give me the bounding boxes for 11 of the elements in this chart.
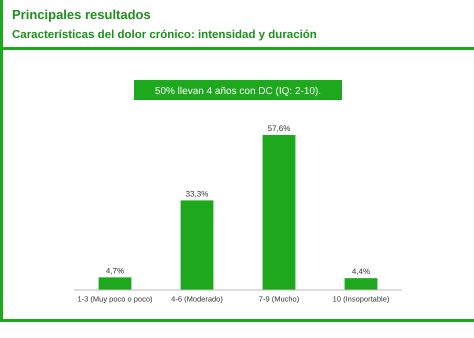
- data-label: 4,7%: [106, 266, 124, 276]
- data-label: 4,4%: [352, 267, 370, 276]
- bar: [180, 200, 214, 290]
- chart-title: Principales resultados: [12, 7, 151, 22]
- data-label: 33,3%: [186, 189, 208, 198]
- bar: [98, 277, 132, 290]
- data-label: 57,6%: [268, 124, 290, 133]
- chart-subtitle: Características del dolor crónico: intensidad y duración: [12, 29, 317, 41]
- bar: [344, 278, 378, 290]
- text: 50% llevan 4 años con DC (IQ: 2-10).: [154, 86, 322, 97]
- bar: [262, 135, 296, 290]
